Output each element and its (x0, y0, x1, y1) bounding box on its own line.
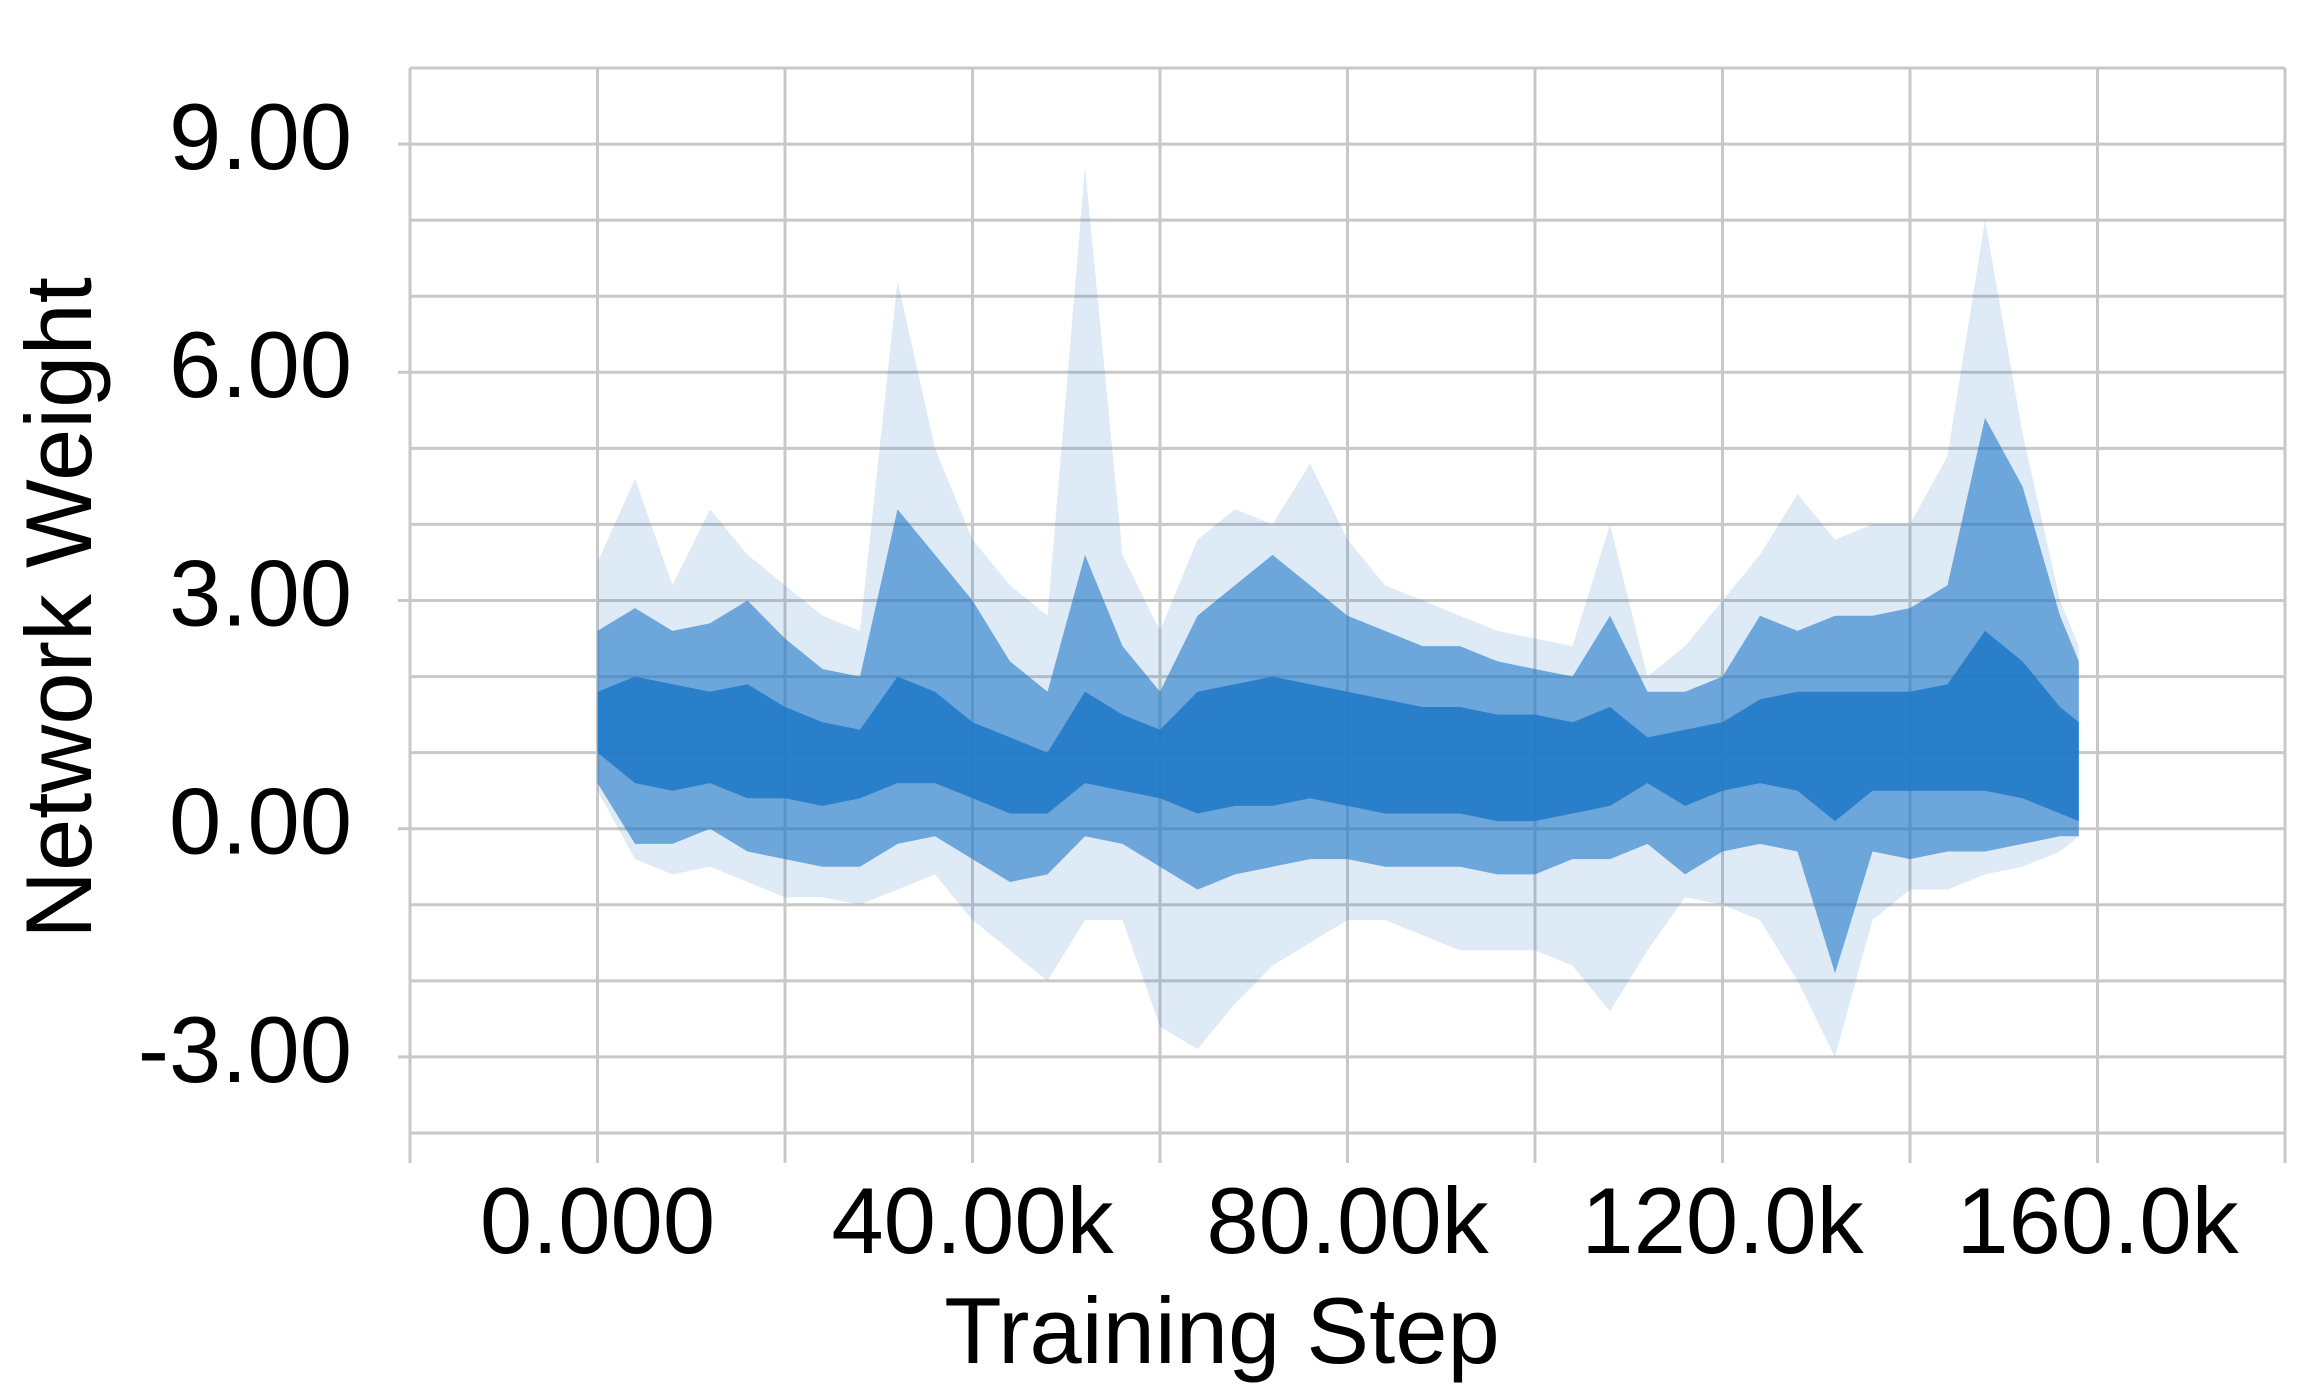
y-tick-label: 6.00 (169, 312, 352, 417)
distribution-band (597, 630, 2079, 822)
x-tick-label: 120.0k (1581, 1168, 1864, 1273)
y-tick-label: 9.00 (169, 84, 352, 189)
x-axis-title: Training Step (944, 1278, 1500, 1383)
y-axis-title: Network Weight (6, 277, 111, 939)
y-tick-label: 3.00 (169, 540, 352, 645)
y-tick-label: 0.00 (169, 769, 352, 874)
x-tick-label: 0.000 (480, 1168, 715, 1273)
x-tick-label: 40.00k (831, 1168, 1114, 1273)
x-tick-label: 80.00k (1206, 1168, 1489, 1273)
x-tick-label: 160.0k (1956, 1168, 2239, 1273)
y-tick-label: -3.00 (138, 997, 352, 1102)
